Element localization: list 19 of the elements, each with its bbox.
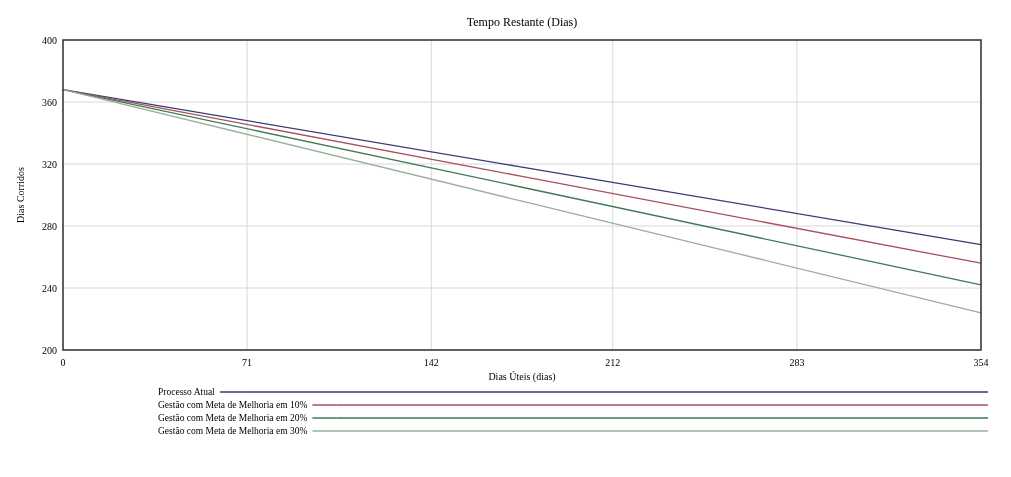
x-tick-label: 71 [242, 357, 253, 368]
x-tick-label: 0 [60, 357, 66, 368]
x-tick-label: 212 [605, 357, 621, 368]
legend-label: Gestão com Meta de Melhoria em 30% [158, 426, 308, 436]
y-tick-label: 320 [42, 158, 57, 170]
legend-label: Gestão com Meta de Melhoria em 20% [158, 413, 308, 423]
chart-title: Tempo Restante (Dias) [466, 15, 578, 29]
x-axis-title: Dias Úteis (dias) [488, 371, 556, 383]
y-tick-label: 240 [42, 282, 57, 294]
legend-label: Processo Atual [158, 387, 216, 397]
y-tick-label: 200 [42, 344, 57, 356]
x-tick-label: 354 [973, 357, 989, 368]
legend-label: Gestão com Meta de Melhoria em 10% [158, 400, 308, 410]
y-tick-label: 280 [42, 220, 57, 232]
x-tick-label: 142 [423, 357, 439, 368]
y-axis-title: Dias Corridos [15, 166, 26, 223]
x-tick-label: 283 [789, 357, 805, 368]
y-tick-label: 400 [42, 34, 57, 46]
y-tick-label: 360 [42, 96, 57, 108]
